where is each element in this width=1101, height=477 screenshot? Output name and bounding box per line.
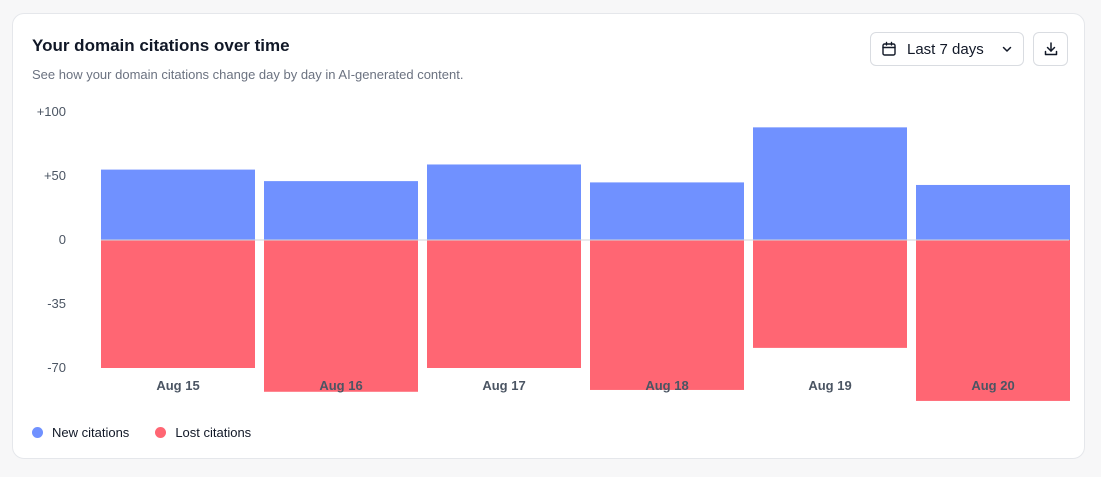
legend-item-lost[interactable]: Lost citations <box>155 425 251 440</box>
y-tick-label: -70 <box>47 360 66 375</box>
y-tick-label: 0 <box>59 232 66 247</box>
bar-lost-citations[interactable] <box>427 240 581 368</box>
legend-dot-new <box>32 427 43 438</box>
chart-legend: New citations Lost citations <box>32 425 277 440</box>
legend-dot-lost <box>155 427 167 438</box>
bar-lost-citations[interactable] <box>753 240 907 348</box>
x-tick-label: Aug 16 <box>319 378 362 393</box>
bar-new-citations[interactable] <box>590 182 744 240</box>
card-title: Your domain citations over time <box>32 36 290 55</box>
legend-item-new[interactable]: New citations <box>32 425 129 440</box>
x-tick-label: Aug 20 <box>971 378 1014 393</box>
bar-new-citations[interactable] <box>753 127 907 240</box>
bar-chart: +100 +50 0 -35 -70 Aug 15 Aug 16 Aug 17 Aug 18 Au… <box>37 104 1070 401</box>
citations-card: Your domain citations over time See how … <box>12 13 1085 459</box>
y-tick-label: +50 <box>44 168 66 183</box>
legend-label-lost: Lost citations <box>175 425 252 440</box>
card-subtitle: See how your domain citations change day… <box>32 67 464 82</box>
y-tick-label: +100 <box>37 104 66 119</box>
chevron-down-icon <box>1002 46 1012 52</box>
x-tick-label: Aug 19 <box>808 378 851 393</box>
date-range-dropdown[interactable]: Last 7 days <box>870 32 1024 66</box>
bar-lost-citations[interactable] <box>264 240 418 392</box>
bar-new-citations[interactable] <box>101 169 255 240</box>
x-tick-label: Aug 17 <box>482 378 525 393</box>
bar-new-citations[interactable] <box>916 184 1070 240</box>
bar-lost-citations[interactable] <box>590 240 744 390</box>
bar-lost-citations[interactable] <box>916 240 1070 401</box>
x-tick-label: Aug 15 <box>156 378 199 393</box>
bar-new-citations[interactable] <box>427 164 581 240</box>
date-range-label: Last 7 days <box>907 40 984 58</box>
calendar-icon <box>882 41 896 56</box>
legend-label-new: New citations <box>52 425 130 440</box>
download-icon <box>1044 42 1057 56</box>
bar-new-citations[interactable] <box>264 181 418 240</box>
x-tick-label: Aug 18 <box>645 378 688 393</box>
bar-lost-citations[interactable] <box>101 240 255 368</box>
download-button[interactable] <box>1033 32 1068 66</box>
y-tick-label: -35 <box>47 296 66 311</box>
